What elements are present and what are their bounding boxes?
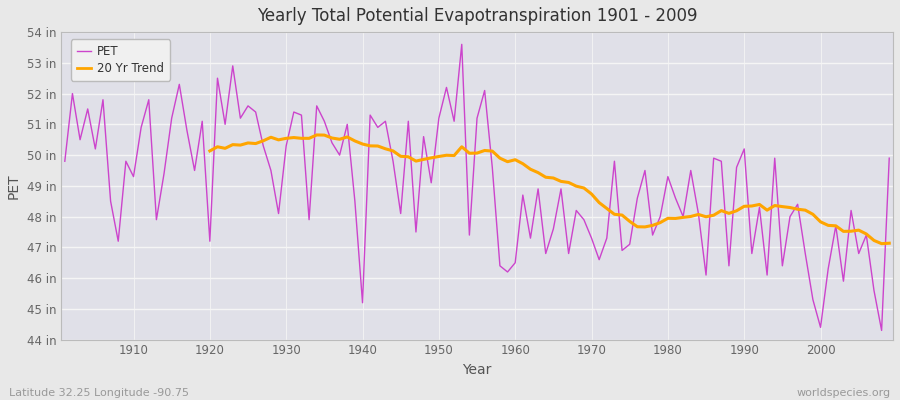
PET (609, 159, 620, 164)
20 Yr Trend (884, 241, 895, 246)
Text: Latitude 32.25 Longitude -90.75: Latitude 32.25 Longitude -90.75 (9, 388, 189, 398)
20 Yr Trend (311, 132, 322, 137)
Text: worldspecies.org: worldspecies.org (796, 388, 891, 398)
20 Yr Trend (686, 214, 697, 219)
20 Yr Trend (877, 241, 887, 246)
PET (877, 328, 887, 333)
PET (509, 260, 520, 265)
PET (288, 110, 299, 114)
20 Yr Trend (861, 232, 872, 236)
PET (59, 159, 70, 164)
X-axis label: Year: Year (463, 363, 491, 377)
PET (456, 42, 467, 47)
Y-axis label: PET: PET (7, 173, 21, 199)
Title: Yearly Total Potential Evapotranspiration 1901 - 2009: Yearly Total Potential Evapotranspiratio… (256, 7, 698, 25)
PET (884, 156, 895, 160)
Legend: PET, 20 Yr Trend: PET, 20 Yr Trend (71, 40, 170, 81)
20 Yr Trend (777, 204, 788, 209)
20 Yr Trend (418, 157, 429, 162)
PET (334, 153, 345, 158)
20 Yr Trend (204, 148, 215, 153)
20 Yr Trend (296, 136, 307, 141)
Line: 20 Yr Trend: 20 Yr Trend (210, 135, 889, 244)
20 Yr Trend (792, 207, 803, 212)
Line: PET: PET (65, 44, 889, 330)
PET (121, 159, 131, 164)
PET (518, 193, 528, 198)
